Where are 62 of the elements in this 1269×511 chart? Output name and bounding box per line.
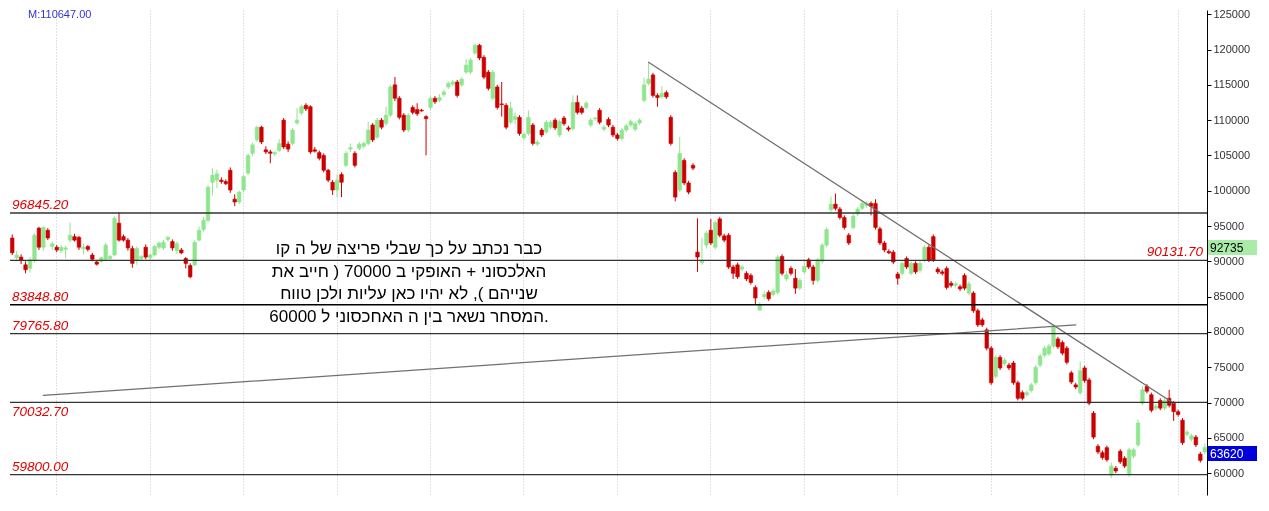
annotation: M:110647.00 <box>28 8 92 20</box>
candlestick <box>406 112 411 133</box>
candlestick <box>793 268 798 295</box>
candlestick <box>508 101 513 125</box>
candlestick <box>339 171 344 198</box>
text: 63620 <box>1210 446 1244 461</box>
ref-line-label: 83848.80 <box>12 288 69 304</box>
candlestick <box>944 265 949 291</box>
candlestick <box>165 235 171 243</box>
candlestick <box>375 117 380 140</box>
candlestick <box>517 114 522 137</box>
y-tick-label: 70000 <box>1213 396 1245 409</box>
y-tick-label: 85000 <box>1213 290 1245 303</box>
candlestick <box>1149 392 1154 413</box>
candlestick <box>601 124 607 132</box>
candlestick <box>41 225 46 252</box>
candlestick <box>708 218 713 246</box>
candlestick <box>210 167 215 197</box>
candlestick <box>10 234 15 256</box>
candlestick <box>259 125 264 145</box>
candlestick <box>650 72 656 99</box>
candlestick <box>499 81 504 118</box>
y-tick-label: 120000 <box>1213 43 1251 56</box>
y-tick-label: 110000 <box>1213 113 1250 126</box>
y-tick-label: 90000 <box>1213 254 1245 267</box>
candlestick <box>1091 410 1096 440</box>
annotation: כבר נכתב על כך שבלי פריצה של ה קו האלכסוני + האופקי ב 70000 ( חייב את שנייהם ), לא יהיו כאן עליות ולכן טווח המסחר נשאר בין ה האחכסוני ל 60000. <box>269 239 549 326</box>
candlestick <box>19 253 24 265</box>
candlestick <box>1078 361 1083 396</box>
candlestick <box>526 109 531 137</box>
candlestick <box>717 216 722 238</box>
candlestick <box>504 102 509 130</box>
ref-line-label: 90131.70 <box>1146 244 1204 260</box>
y-tick-label: 100000 <box>1213 184 1251 197</box>
y-tick-label: 105000 <box>1213 148 1251 161</box>
candlestick <box>1180 417 1185 446</box>
ref-line-label: 96845.20 <box>12 197 69 212</box>
y-tick-label: 65000 <box>1213 431 1245 444</box>
candlestick <box>294 107 300 126</box>
y-tick-label: 60000 <box>1213 466 1245 479</box>
candlestick <box>512 111 518 125</box>
candlestick <box>530 122 535 147</box>
ref-line-label: 79765.80 <box>12 317 69 333</box>
text: 92735 <box>1210 240 1244 255</box>
candlestick <box>993 354 998 380</box>
y-tick-label: 115000 <box>1213 78 1250 91</box>
candlestick <box>659 85 664 100</box>
candlestick <box>370 122 375 143</box>
y-tick-label: 80000 <box>1213 325 1245 338</box>
candlestick <box>1184 429 1190 437</box>
ref-line-label: 59800.00 <box>12 458 69 474</box>
candlestick <box>1140 385 1145 406</box>
y-tick-label: 75000 <box>1213 360 1245 373</box>
candlestick <box>575 94 580 115</box>
y-tick-label: 95000 <box>1213 219 1245 232</box>
candlestick <box>423 114 429 156</box>
candlestick <box>695 217 700 273</box>
candlestick <box>779 253 785 276</box>
y-tick-label: 125000 <box>1213 7 1251 20</box>
candlestick <box>1135 418 1141 448</box>
ref-line-label: 70032.70 <box>12 404 69 420</box>
candlestick <box>753 284 758 306</box>
